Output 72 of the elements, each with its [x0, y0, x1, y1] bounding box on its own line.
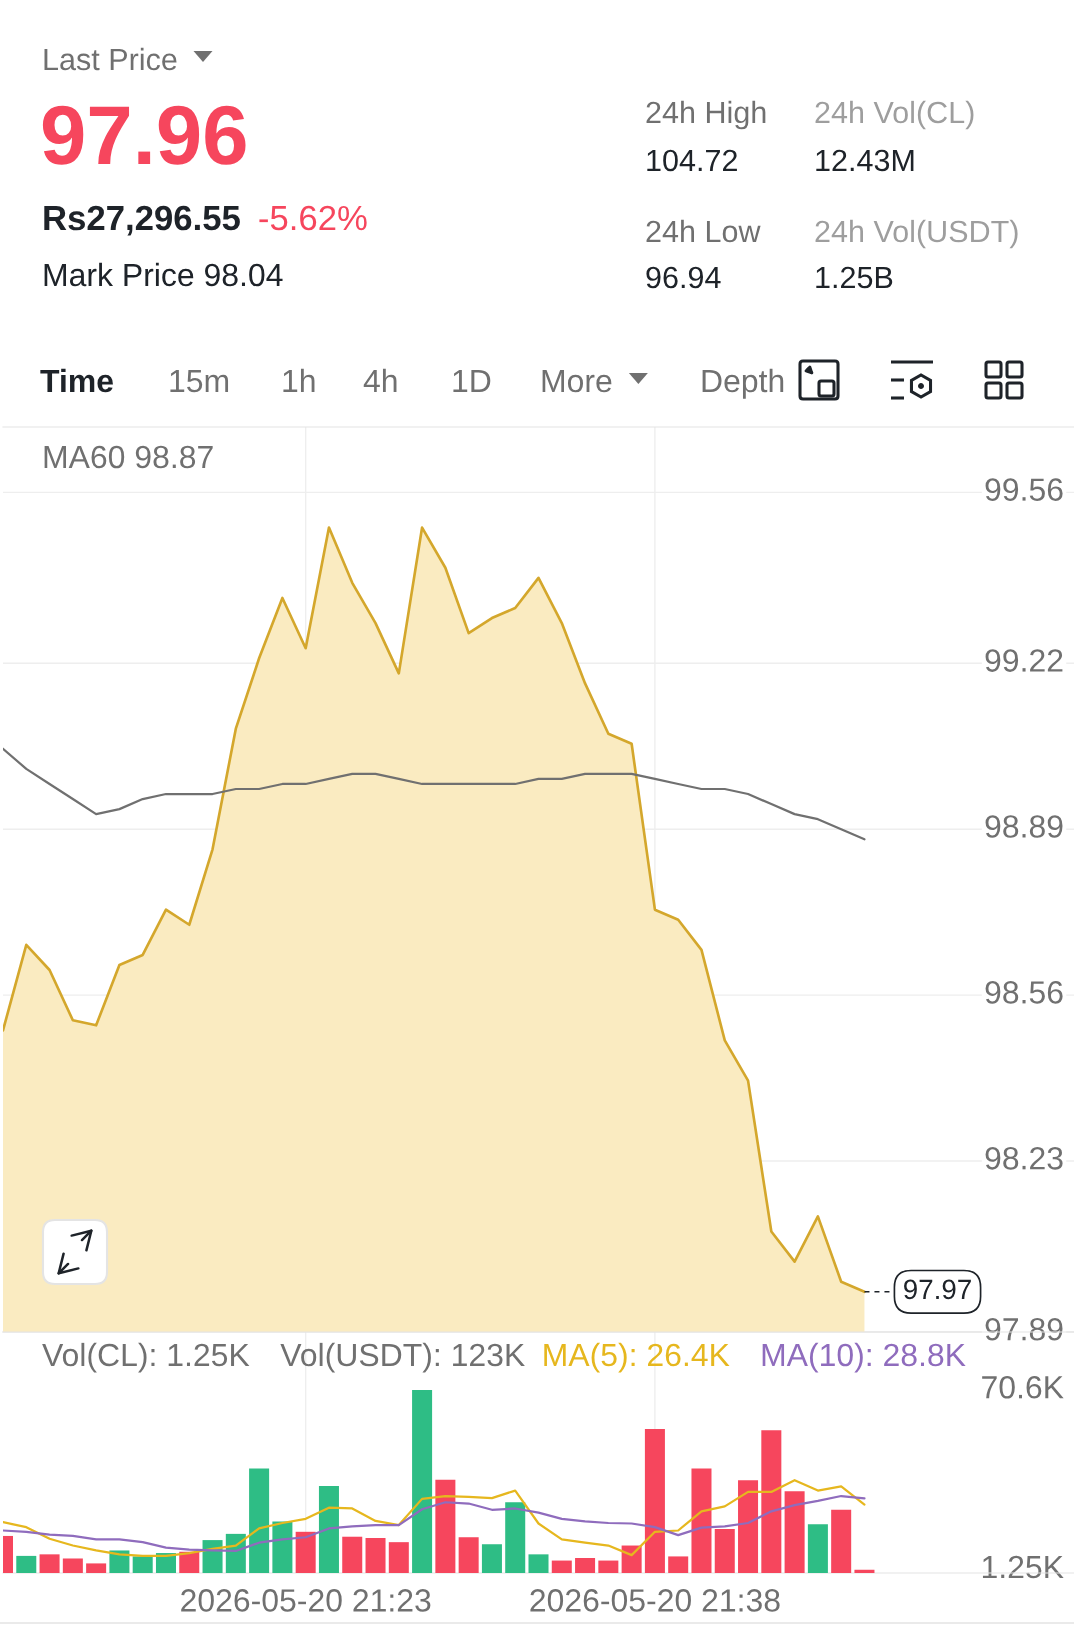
text: 24h Vol(CL): [815, 100, 974, 130]
text: More: [542, 370, 612, 393]
annotation: Vol(CL): 1.25K: [42, 1342, 250, 1373]
text: -5.62%: [259, 205, 367, 231]
text: 24h Low: [646, 219, 761, 243]
bar: [481, 1544, 502, 1573]
bar: [644, 1428, 665, 1573]
bar: [575, 1557, 596, 1573]
text: Mark Price 98.04: [44, 262, 283, 287]
bar: [318, 1485, 339, 1573]
text: 96.94: [646, 266, 721, 289]
bar: [272, 1521, 293, 1573]
bar: [807, 1524, 828, 1573]
bar: [691, 1468, 712, 1573]
bar: [62, 1558, 83, 1573]
bar: [39, 1554, 60, 1573]
text: 1D: [453, 370, 491, 392]
text: 4h: [363, 368, 397, 392]
text: MA(5): 26.4K: [544, 1342, 730, 1373]
bar: [784, 1491, 805, 1573]
y-tick-label: 98.23: [985, 1147, 1063, 1170]
y-tick-label: 98.89: [985, 815, 1063, 838]
text: 15m: [170, 370, 229, 393]
y-tick-label: 1.25K: [982, 1555, 1064, 1579]
bar: [714, 1528, 735, 1573]
bar: [109, 1550, 130, 1573]
annotation: Vol(USDT): 123K: [280, 1342, 525, 1373]
bar: [738, 1480, 759, 1573]
bar: [388, 1542, 409, 1573]
text: 97.96: [42, 105, 246, 165]
text: 104.72: [647, 149, 737, 172]
text: 24h High: [646, 100, 766, 130]
bar: [761, 1430, 782, 1573]
x-tick-label: 2026-05-20 21:23: [181, 1589, 431, 1612]
y-tick-label: 98.56: [985, 981, 1063, 1004]
bar: [179, 1551, 200, 1573]
bar: [86, 1563, 107, 1573]
bar: [551, 1560, 572, 1573]
bar: [132, 1556, 153, 1573]
y-tick-label: 99.22: [985, 649, 1063, 672]
bar: [668, 1556, 689, 1573]
line-series: [3, 1494, 866, 1553]
bar: [249, 1468, 270, 1573]
ref-line-label: 97.97: [904, 1279, 971, 1300]
bar: [458, 1537, 479, 1573]
text: Time: [40, 368, 113, 393]
text: MA(10): 28.8K: [762, 1342, 966, 1373]
bar: [342, 1536, 363, 1573]
text: Depth: [702, 368, 784, 399]
text: 1.25B: [816, 266, 893, 289]
text: 1h: [283, 368, 315, 392]
y-tick-label: 97.89: [985, 1317, 1063, 1341]
bar: [16, 1555, 37, 1573]
y-tick-label: 70.6K: [982, 1376, 1064, 1399]
text: 12.43M: [816, 149, 914, 172]
bar: [831, 1509, 852, 1573]
line-series: [3, 747, 866, 841]
bar: [412, 1390, 433, 1573]
bar: [295, 1531, 316, 1573]
bar: [505, 1502, 526, 1573]
bar: [854, 1569, 875, 1573]
bar: [365, 1538, 386, 1573]
line-series: [3, 1479, 866, 1558]
x-tick-label: 2026-05-20 21:38: [530, 1589, 780, 1612]
bar: [528, 1554, 549, 1573]
text: MA60 98.87: [44, 445, 213, 469]
bar: [598, 1560, 619, 1573]
y-tick-label: 99.56: [985, 478, 1063, 501]
bar: [435, 1479, 456, 1573]
text: 24h Vol(USDT): [815, 219, 1018, 249]
text: Rs27,296.55: [44, 205, 240, 236]
text: Last Price: [44, 47, 177, 71]
